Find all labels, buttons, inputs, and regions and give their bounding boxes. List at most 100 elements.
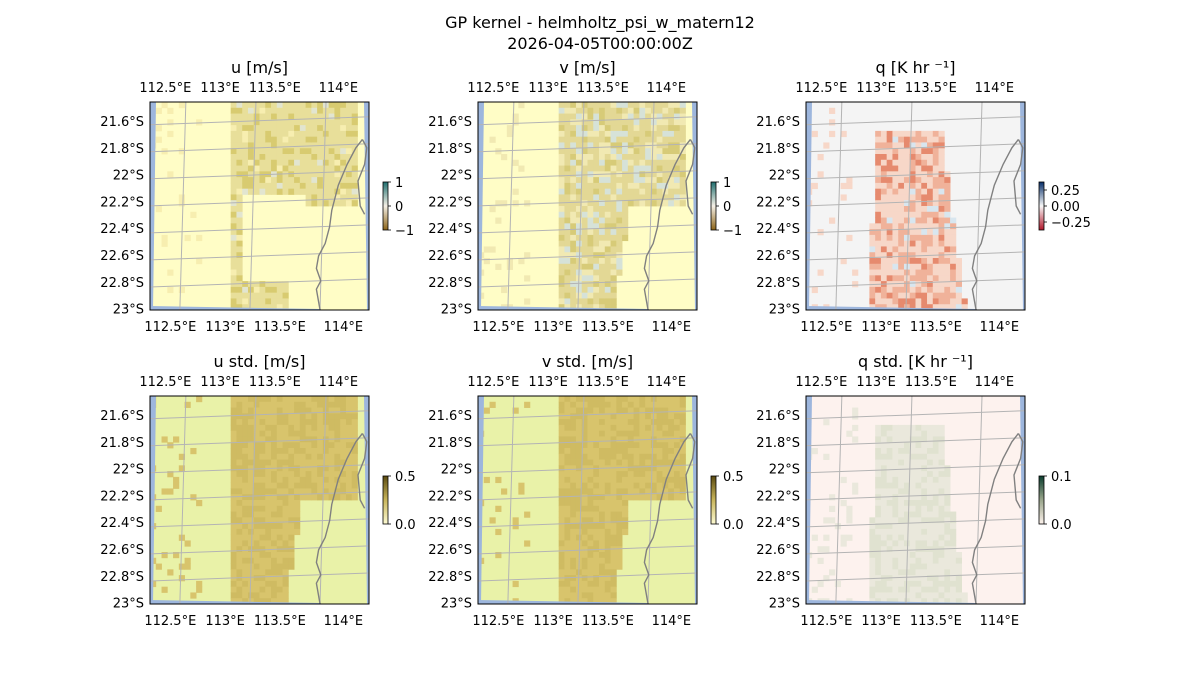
- field-cell: [593, 304, 600, 310]
- field-cell: [276, 523, 283, 530]
- field-cell: [610, 258, 617, 265]
- field-cell: [230, 136, 237, 143]
- field-cell: [593, 482, 600, 489]
- field-cell: [875, 240, 882, 247]
- field-cell: [570, 465, 577, 472]
- field-cell: [886, 234, 893, 242]
- field-cell: [627, 401, 634, 408]
- field-cell: [305, 465, 312, 472]
- field-cell: [317, 419, 324, 426]
- field-cell: [875, 459, 882, 466]
- field-cell: [875, 586, 882, 593]
- field-cell: [334, 471, 341, 478]
- field-cell: [317, 424, 324, 432]
- field-cell: [236, 471, 243, 478]
- field-cell: [581, 546, 588, 553]
- field-cell: [178, 286, 185, 294]
- field-cell: [662, 453, 669, 460]
- field-cell: [622, 482, 629, 489]
- field-cell: [294, 159, 301, 166]
- field-cell: [242, 182, 249, 190]
- field-cell: [875, 488, 882, 495]
- field-cell: [593, 240, 600, 247]
- field-cell: [938, 159, 945, 166]
- field-cell: [483, 407, 490, 414]
- field-cell: [236, 240, 243, 247]
- field-cell: [288, 511, 295, 518]
- field-cell: [271, 523, 278, 530]
- field-cell: [265, 580, 272, 588]
- field-cell: [581, 505, 588, 512]
- field-cell: [639, 424, 646, 432]
- field-cell: [892, 569, 899, 576]
- xtick-bottom-label: 113.5°E: [582, 320, 634, 335]
- gridline-lat: [150, 251, 369, 261]
- field-cell: [616, 517, 623, 524]
- field-cell: [903, 465, 911, 472]
- field-cell: [587, 119, 594, 126]
- field-cell: [604, 206, 611, 213]
- field-cell: [311, 476, 318, 484]
- field-cell: [276, 419, 283, 426]
- field-cell: [627, 482, 634, 489]
- field-cell: [650, 471, 658, 478]
- field-cell: [915, 165, 922, 172]
- gridline-lon: [975, 102, 983, 310]
- field-cell: [259, 534, 266, 541]
- field-cell: [259, 119, 266, 126]
- field-cell: [673, 125, 681, 132]
- field-cell: [282, 102, 289, 109]
- field-cell: [599, 552, 606, 559]
- gridline-lat: [150, 197, 369, 207]
- field-cell: [276, 130, 283, 138]
- field-cell: [627, 165, 634, 172]
- field-cell: [587, 563, 594, 570]
- field-cell: [173, 552, 180, 559]
- field-cell: [282, 396, 289, 403]
- field-cell: [927, 505, 934, 512]
- field-cell: [253, 419, 260, 426]
- field-cell: [875, 246, 882, 253]
- field-cell: [610, 292, 617, 299]
- field-cell: [846, 430, 853, 437]
- field-cell: [282, 592, 289, 599]
- field-cell: [558, 102, 565, 109]
- field-cell: [575, 223, 583, 230]
- field-cell: [282, 488, 289, 495]
- field-cell: [627, 476, 634, 484]
- field-cell: [570, 396, 577, 403]
- field-cell: [334, 436, 341, 443]
- field-cell: [898, 569, 905, 576]
- xtick-bottom-label: 112.5°E: [144, 614, 196, 629]
- field-cell: [944, 546, 951, 553]
- field-cell: [265, 453, 272, 460]
- field-cell: [880, 465, 888, 472]
- field-cell: [955, 275, 962, 282]
- field-cell: [892, 598, 899, 604]
- field-cell: [599, 223, 606, 230]
- field-cell: [328, 471, 335, 478]
- field-cell: [880, 258, 888, 265]
- field-cell: [599, 540, 606, 547]
- field-cell: [668, 130, 675, 138]
- field-cell: [593, 413, 600, 420]
- field-cell: [294, 407, 301, 414]
- field-cell: [593, 528, 600, 536]
- field-cell: [650, 188, 658, 195]
- field-cell: [604, 500, 611, 507]
- field-cell: [593, 453, 600, 460]
- field-cell: [230, 258, 237, 265]
- field-cell: [265, 523, 272, 530]
- field-cell: [230, 517, 237, 524]
- field-cell: [673, 194, 681, 201]
- field-cell: [593, 575, 600, 582]
- field-cell: [662, 113, 669, 120]
- field-cell: [898, 211, 905, 218]
- field-cell: [656, 465, 663, 472]
- field-cell: [322, 136, 330, 143]
- field-cell: [558, 471, 565, 478]
- field-cell: [305, 102, 312, 109]
- field-cell: [282, 442, 289, 449]
- field-cell: [265, 482, 272, 489]
- field-cell: [351, 453, 358, 460]
